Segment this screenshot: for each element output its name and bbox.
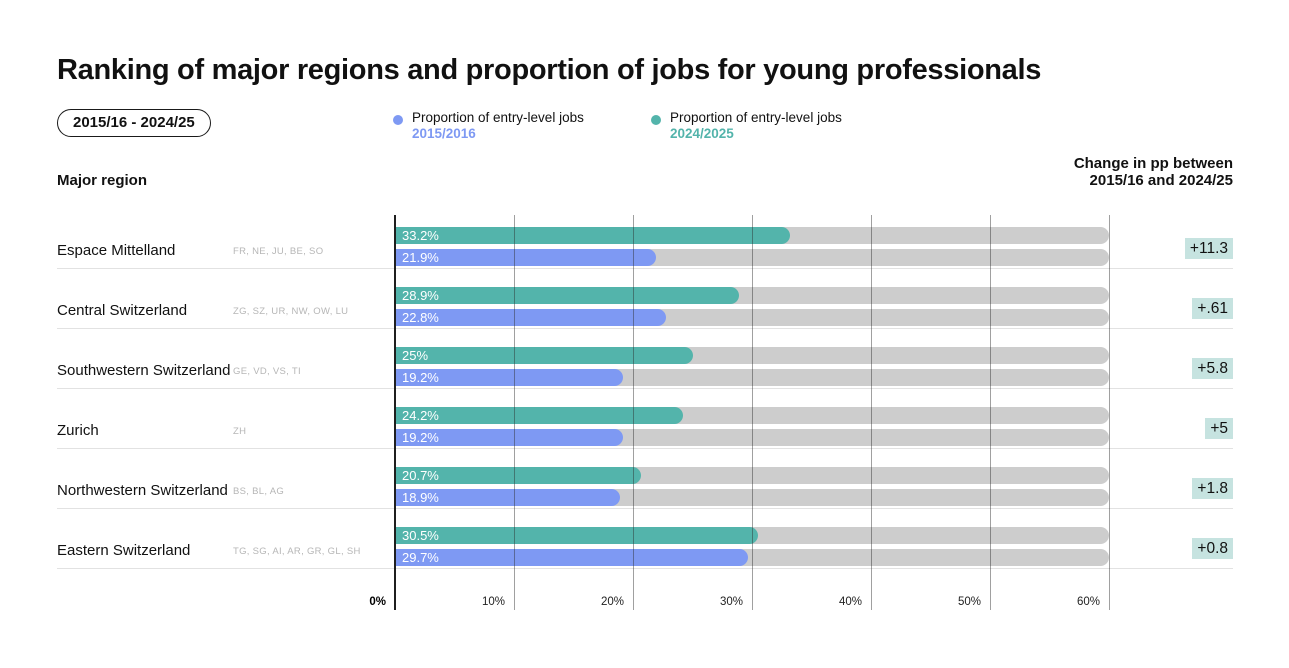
period-badge: 2015/16 - 2024/25 [57, 109, 211, 137]
legend-dot-2015-icon [393, 115, 403, 125]
region-label: Central Switzerland [57, 302, 188, 319]
row-separator [57, 448, 1233, 449]
cantons-label: BS, BL, AG [233, 486, 285, 497]
region-label: Northwestern Switzerland [57, 482, 228, 499]
axis-tick-label: 30% [719, 596, 743, 608]
bar-value-label-2024: 28.9% [402, 288, 439, 303]
axis-tick-label: 20% [600, 596, 624, 608]
gridline [990, 215, 991, 610]
change-badge: +1.8 [1192, 478, 1233, 499]
bar-value-label-2024: 30.5% [402, 528, 439, 543]
bar-value-label-2015: 19.2% [402, 430, 439, 445]
bar-2024: 28.9% [395, 287, 739, 304]
column-header-change-line1: Change in pp between [1073, 155, 1233, 172]
gridline [633, 215, 634, 610]
bar-2024: 25% [395, 347, 693, 364]
bar-value-label-2015: 22.8% [402, 310, 439, 325]
bar-value-label-2015: 19.2% [402, 370, 439, 385]
region-label: Eastern Switzerland [57, 542, 191, 559]
legend-dot-2024-icon [651, 115, 661, 125]
bar-2015: 29.7% [395, 549, 749, 566]
change-badge: +.61 [1192, 298, 1233, 319]
bar-value-label-2024: 25% [402, 348, 429, 363]
legend-year-2015: 2015/2016 [412, 125, 476, 141]
axis-tick-label: 10% [481, 596, 505, 608]
bar-2015: 22.8% [395, 309, 667, 326]
legend-label-2015: Proportion of entry-level jobs [412, 110, 584, 125]
gridline [752, 215, 753, 610]
cantons-label: ZH [233, 426, 247, 437]
gridline [871, 215, 872, 610]
row-separator [57, 328, 1233, 329]
region-label: Espace Mittelland [57, 242, 176, 259]
bar-value-label-2024: 24.2% [402, 408, 439, 423]
legend-label-2024: Proportion of entry-level jobs [670, 110, 842, 125]
change-badge: +5 [1205, 418, 1233, 439]
change-badge: +0.8 [1192, 538, 1233, 559]
axis-tick-label: 40% [838, 596, 862, 608]
bar-2015: 19.2% [395, 429, 624, 446]
cantons-label: GE, VD, VS, TI [233, 366, 301, 377]
axis-tick-label: 60% [1076, 596, 1100, 608]
axis-tick-label: 50% [957, 596, 981, 608]
legend-year-2024: 2024/2025 [670, 125, 734, 141]
column-header-major-region: Major region [57, 172, 148, 189]
chart-title: Ranking of major regions and proportion … [57, 54, 1042, 86]
row-separator [57, 568, 1233, 569]
column-header-change-line2: 2015/16 and 2024/25 [1089, 172, 1233, 189]
region-label: Zurich [57, 422, 99, 439]
bar-2024: 30.5% [395, 527, 758, 544]
bar-value-label-2024: 33.2% [402, 228, 439, 243]
legend-item-2015: Proportion of entry-level jobs 2015/2016 [393, 110, 584, 141]
bar-2015: 18.9% [395, 489, 620, 506]
bar-2015: 21.9% [395, 249, 656, 266]
region-label: Southwestern Switzerland [57, 362, 231, 379]
gridline [514, 215, 515, 610]
column-header-change: Change in pp between 2015/16 and 2024/25 [1074, 155, 1233, 189]
axis-tick-label: 0% [369, 596, 386, 608]
change-badge: +5.8 [1192, 358, 1233, 379]
bar-value-label-2015: 29.7% [402, 550, 439, 565]
bar-value-label-2015: 18.9% [402, 490, 439, 505]
cantons-label: TG, SG, AI, AR, GR, GL, SH [233, 546, 361, 557]
row-separator [57, 268, 1233, 269]
bar-2015: 19.2% [395, 369, 624, 386]
cantons-label: ZG, SZ, UR, NW, OW, LU [233, 306, 349, 317]
bar-value-label-2024: 20.7% [402, 468, 439, 483]
cantons-label: FR, NE, JU, BE, SO [233, 246, 324, 257]
bar-value-label-2015: 21.9% [402, 250, 439, 265]
row-separator [57, 388, 1233, 389]
change-badge: +11.3 [1184, 238, 1233, 259]
axis-baseline [394, 215, 396, 610]
row-separator [57, 508, 1233, 509]
bar-2024: 33.2% [395, 227, 791, 244]
bar-2024: 24.2% [395, 407, 683, 424]
bar-2024: 20.7% [395, 467, 642, 484]
gridline [1109, 215, 1110, 610]
legend-item-2024: Proportion of entry-level jobs 2024/2025 [651, 110, 842, 141]
